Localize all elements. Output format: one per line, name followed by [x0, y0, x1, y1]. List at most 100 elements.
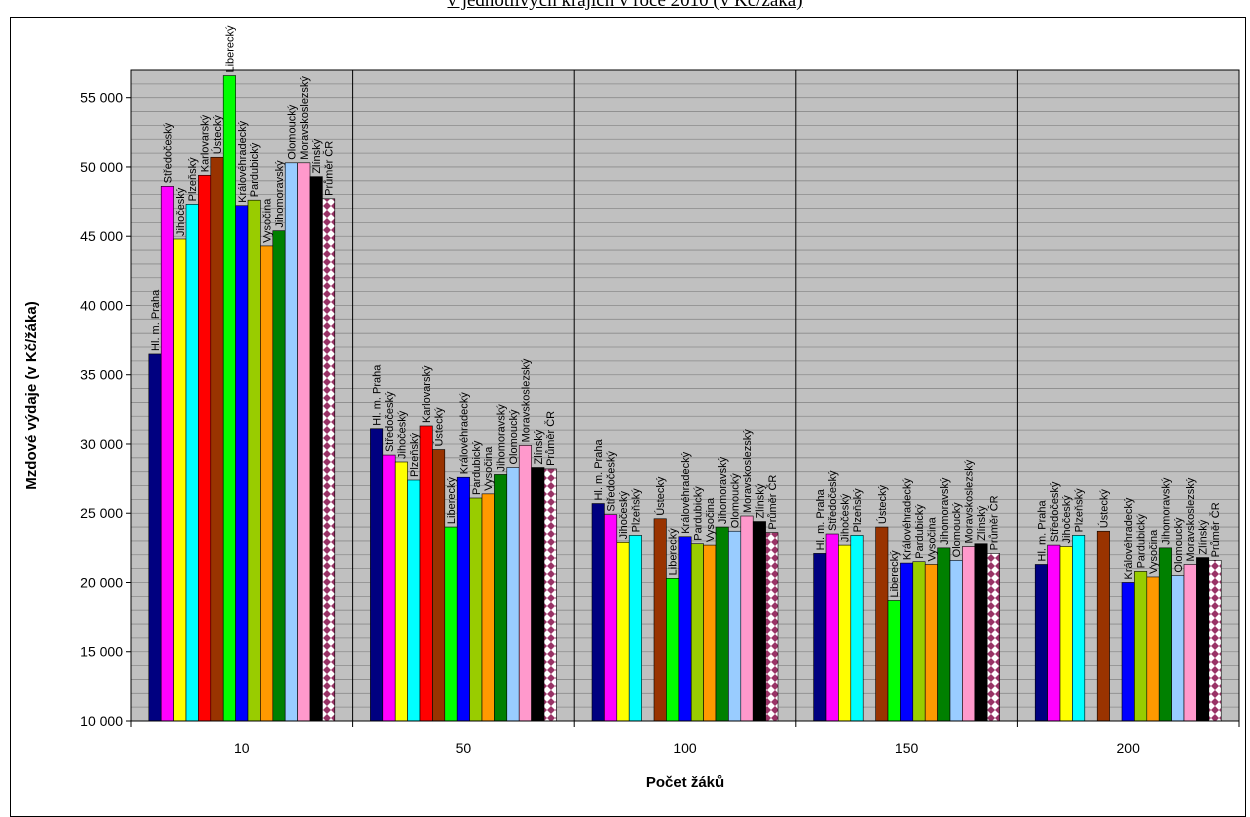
bar-label: Královéhradecký — [680, 451, 692, 533]
bar-label: Jihomoravský — [1160, 477, 1172, 545]
bar — [875, 526, 889, 722]
bar-label: Plzeňský — [630, 488, 642, 533]
bar — [813, 553, 827, 722]
bar-labels: Hl. m. PrahaStředočeskýJihočeskýPlzeňský… — [150, 25, 1222, 598]
bar — [297, 162, 311, 722]
bar — [887, 600, 901, 722]
bar-label: Jihočeský — [618, 491, 630, 540]
bar-label: Hl. m. Praha — [372, 364, 384, 426]
bar — [912, 561, 926, 722]
bar — [678, 536, 692, 722]
bar-label: Královéhradecký — [458, 392, 470, 474]
bar — [309, 176, 323, 722]
category-separators — [352, 70, 1018, 721]
plot-border — [130, 69, 1240, 722]
bar-label: Ústecký — [654, 476, 667, 516]
bar — [1047, 544, 1061, 722]
y-tick-label: 55 000 — [80, 90, 123, 106]
bar-label: Liberecký — [668, 528, 680, 576]
bar-label: Olomoucký — [1173, 517, 1185, 573]
bar — [752, 521, 766, 722]
x-tick-label: 200 — [1117, 740, 1141, 756]
bar — [518, 445, 532, 722]
bar-label: Liberecký — [446, 477, 458, 525]
bar-label: Olomoucký — [951, 502, 963, 558]
bar — [703, 544, 717, 722]
bar-label: Ústecký — [211, 115, 224, 155]
bar-label: Pardubický — [1136, 513, 1148, 568]
bar-label: Jihočeský — [396, 410, 408, 459]
bar-label: Liberecký — [224, 25, 236, 73]
bar — [949, 560, 963, 722]
bar — [986, 553, 1000, 722]
bar — [1171, 575, 1185, 722]
bar — [1146, 576, 1160, 722]
bar — [1134, 571, 1148, 722]
y-tick-label: 35 000 — [80, 367, 123, 383]
bar — [222, 75, 236, 722]
bar-label: Moravskoslezský — [299, 76, 311, 160]
bar — [937, 547, 951, 722]
bar-label: Královéhradecký — [237, 120, 249, 202]
bar — [407, 479, 421, 722]
y-tick-labels: 10 000 15 000 20 000 25 000 30 000 35 000 40 0… — [80, 90, 131, 729]
bar-label: Ústecký — [1097, 489, 1110, 529]
bar-label: Vysočina — [262, 198, 274, 243]
bars — [148, 75, 1222, 722]
bar — [260, 245, 274, 722]
bar-label: Olomoucký — [286, 104, 298, 160]
bar — [690, 543, 704, 722]
bar — [148, 353, 162, 722]
bar — [1059, 546, 1073, 722]
bar — [666, 578, 680, 722]
bar-label: Středočeský — [827, 470, 839, 531]
bar — [900, 562, 914, 722]
bar — [419, 425, 433, 722]
chart-title: v jednotlivých krajích v roce 2010 (v Kč… — [447, 0, 803, 11]
bar — [740, 515, 754, 722]
bar-label: Liberecký — [889, 550, 901, 598]
bar-label: Ústecký — [876, 484, 889, 524]
axes — [130, 69, 1240, 722]
bar-label: Hl. m. Praha — [593, 439, 605, 501]
bar — [1208, 560, 1222, 722]
bar — [825, 533, 839, 722]
x-tick-label: 50 — [456, 740, 472, 756]
bar — [616, 542, 630, 722]
bar — [1196, 557, 1210, 722]
bar-label: Pardubický — [692, 486, 704, 541]
bar-chart: Hl. m. PrahaStředočeskýJihočeskýPlzeňský… — [23, 25, 1240, 791]
bar-label: Vysočina — [483, 446, 495, 491]
y-tick-label: 15 000 — [80, 644, 123, 660]
bar-label: Průměr ČR — [987, 495, 1000, 550]
x-axis-label: Počet žáků — [646, 774, 724, 791]
bar-label: Ústecký — [433, 407, 446, 447]
bar-label: Vysočina — [926, 516, 938, 561]
bar — [469, 497, 483, 722]
bar — [210, 156, 224, 722]
x-tick-label: 10 — [234, 740, 250, 756]
bar-label: Průměr ČR — [544, 411, 557, 466]
bar-label: Jihočeský — [840, 493, 852, 542]
bar — [591, 503, 605, 722]
x-tick-label: 100 — [673, 740, 697, 756]
bar — [974, 543, 988, 722]
bar — [382, 454, 396, 722]
bar-label: Olomoucký — [508, 409, 520, 465]
bar — [653, 518, 667, 722]
x-tick-labels: 10 50 100 150 200 — [130, 721, 1240, 756]
bar-label: Jihomoravský — [274, 160, 286, 228]
bar — [531, 467, 545, 722]
bar-label: Jihomoravský — [496, 404, 508, 472]
bar — [185, 204, 199, 722]
y-tick-label: 40 000 — [80, 297, 123, 313]
bar — [284, 162, 298, 722]
bar-label: Pardubický — [914, 504, 926, 559]
bar-label: Moravskoslezský — [964, 459, 976, 543]
bar-label: Průměr ČR — [323, 141, 336, 196]
bar — [247, 199, 261, 722]
y-tick-label: 45 000 — [80, 228, 123, 244]
bar-label: Zlínský — [311, 138, 323, 173]
bar-label: Středočeský — [162, 122, 174, 183]
bar — [604, 514, 618, 722]
